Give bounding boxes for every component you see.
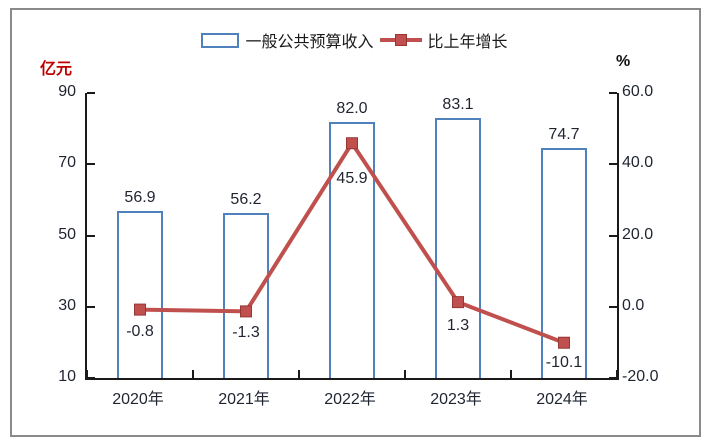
left-axis-tick-label: 70 xyxy=(58,154,76,172)
line-marker-2023年[interactable] xyxy=(452,296,464,309)
right-axis-tick-label: 40.0 xyxy=(622,154,654,172)
x-axis-tick xyxy=(510,370,512,378)
right-axis-tick-label: 0.0 xyxy=(622,296,645,314)
line-data-label: -1.3 xyxy=(232,324,260,342)
line-marker-2022年[interactable] xyxy=(346,137,358,150)
line-marker-2024年[interactable] xyxy=(558,336,570,349)
legend-bar-label: 一般公共预算收入 xyxy=(245,34,374,51)
left-axis-tick-label: 50 xyxy=(58,225,76,243)
right-axis-unit-label: % xyxy=(616,53,631,70)
legend-item-bar-series[interactable]: 一般公共预算收入 xyxy=(201,28,374,52)
bar-series-swatch-icon xyxy=(201,32,240,48)
left-axis-tick xyxy=(87,305,95,308)
bar-data-label: 82.0 xyxy=(336,99,368,117)
bar-data-label: 83.1 xyxy=(442,95,474,113)
x-axis-category-label: 2020年 xyxy=(112,391,164,408)
left-axis-tick xyxy=(87,234,95,237)
bar-2023年[interactable] xyxy=(435,117,481,378)
left-axis-tick xyxy=(87,92,95,94)
bar-2020年[interactable] xyxy=(117,210,163,378)
right-axis-tick xyxy=(609,234,617,237)
right-axis-tick xyxy=(609,92,617,94)
line-data-label: 1.3 xyxy=(446,317,470,335)
x-axis-tick xyxy=(298,370,300,378)
left-axis-unit-label: 亿元 xyxy=(40,61,73,78)
line-data-label: 45.9 xyxy=(336,170,368,188)
bar-2021年[interactable] xyxy=(223,213,269,378)
left-axis-tick xyxy=(87,377,95,379)
right-axis-tick-label: 20.0 xyxy=(622,225,654,243)
right-axis-tick xyxy=(609,163,617,166)
x-axis-category-label: 2023年 xyxy=(430,391,482,408)
left-axis-tick-label: 30 xyxy=(58,296,76,314)
bar-data-label: 74.7 xyxy=(548,125,580,143)
x-axis-category-label: 2024年 xyxy=(536,391,588,408)
bar-data-label: 56.2 xyxy=(230,191,262,209)
growth-line-chart xyxy=(134,137,570,349)
left-axis-tick-label: 10 xyxy=(58,368,76,385)
line-data-label: -0.8 xyxy=(126,322,154,340)
right-axis-tick-label: -20.0 xyxy=(622,368,659,385)
x-axis-tick xyxy=(616,370,618,378)
left-axis-tick-label: 90 xyxy=(58,83,76,100)
bar-data-label: 56.9 xyxy=(124,188,156,206)
legend: 一般公共预算收入 比上年增长 xyxy=(0,28,709,52)
bar-2024年[interactable] xyxy=(541,147,587,378)
legend-item-line-series[interactable]: 比上年增长 xyxy=(379,28,508,52)
line-data-label: -10.1 xyxy=(545,353,583,371)
plot-area: 56.9 56.2 82.0 83.1 74.7 -0.8 -1.3 45.9 1.3 -10.1 xyxy=(85,92,619,380)
x-axis-category-label: 2021年 xyxy=(218,391,270,408)
right-axis-tick xyxy=(609,305,617,308)
x-axis-tick xyxy=(86,370,88,378)
right-axis-tick-label: 60.0 xyxy=(622,83,654,100)
line-marker-2020年[interactable] xyxy=(134,303,146,316)
x-axis-tick xyxy=(192,370,194,378)
right-axis-tick xyxy=(609,377,617,379)
line-marker-2021年[interactable] xyxy=(240,305,252,318)
left-axis-tick xyxy=(87,163,95,166)
legend-line-label: 比上年增长 xyxy=(427,34,508,51)
line-series-swatch-icon xyxy=(379,32,422,48)
x-axis-tick xyxy=(404,370,406,378)
x-axis-category-label: 2022年 xyxy=(324,391,376,408)
